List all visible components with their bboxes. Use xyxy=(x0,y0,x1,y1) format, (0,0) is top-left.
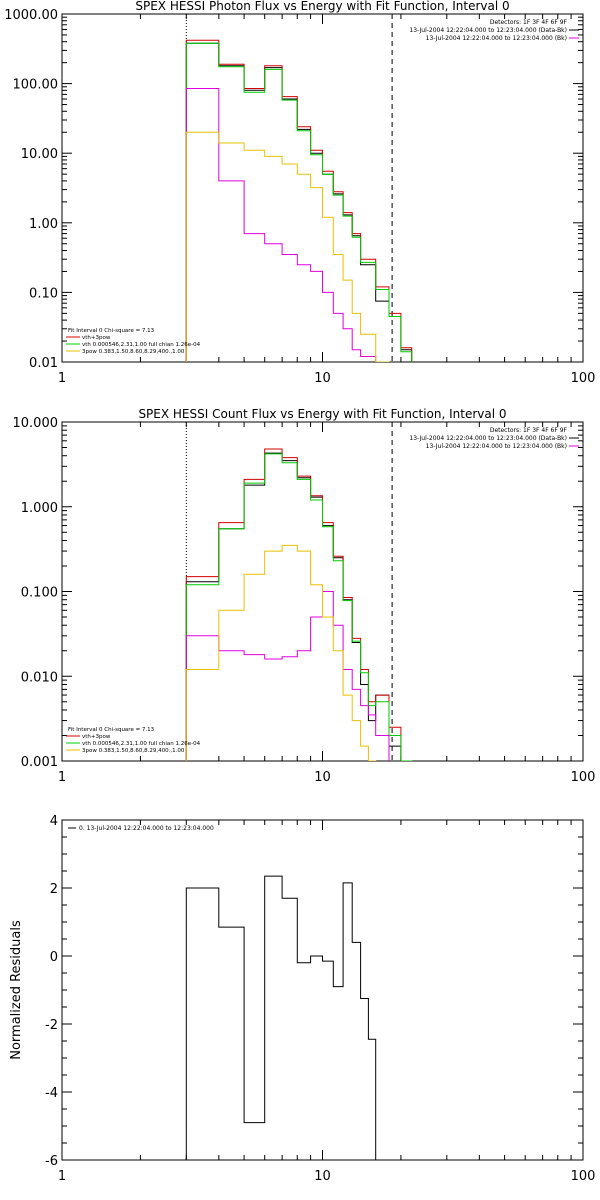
legend-text: 13-Jul-2004 12:22:04.000 to 12:23:04.000… xyxy=(409,435,567,442)
y-tick-label: 1.000 xyxy=(21,501,58,516)
count-flux-chart: SPEX HESSI Count Flux vs Energy with Fit… xyxy=(13,407,596,785)
y-tick-label: -6 xyxy=(45,1154,58,1169)
fit-legend-text: 3pow 0.383,1.50,8.60,8.29,400.,1.00 xyxy=(82,748,185,754)
legend-text: 13-Jul-2004 12:22:04.000 to 12:23:04.000… xyxy=(426,443,567,450)
x-tick-label: 1 xyxy=(58,770,66,785)
legend-text: Detectors: 1F 3F 4F 6F 9F xyxy=(490,427,568,434)
x-tick-label: 100 xyxy=(571,770,596,785)
x-tick-label: 10 xyxy=(314,770,331,785)
legend-text: 0. 13-Jul-2004 12:22:04.000 to 12:23:04.… xyxy=(79,825,214,832)
plot-frame xyxy=(61,819,584,1161)
y-tick-label: 10.000 xyxy=(13,416,59,431)
y-tick-label: 10.00 xyxy=(21,147,58,162)
y-tick-label: 4 xyxy=(50,814,58,829)
y-tick-label: 0.010 xyxy=(21,670,58,685)
y-tick-label: 100.00 xyxy=(13,78,59,93)
x-tick-label: 1 xyxy=(58,371,66,386)
y-tick-label: 2 xyxy=(50,882,58,897)
y-tick-label: 0.10 xyxy=(29,286,58,301)
residuals-chart: Normalized Residuals 1 10 100 -6 -4 -2 0 2 4 0. 13… xyxy=(9,814,595,1184)
legend-text: Detectors: 1F 3F 4F 6F 9F xyxy=(490,19,568,26)
series-black-histogram xyxy=(185,452,413,761)
series-red-histogram xyxy=(185,448,413,761)
x-tick-label: 1 xyxy=(58,1169,66,1184)
series-black-histogram xyxy=(185,42,413,362)
series-green-histogram xyxy=(185,42,413,362)
data-series-group xyxy=(185,448,413,761)
fit-legend-text: Fit Interval 0 Chi-square = 7.13 xyxy=(68,727,155,733)
x-tick-label: 100 xyxy=(571,1169,596,1184)
fit-legend-text: Fit Interval 0 Chi-square = 7.13 xyxy=(68,328,155,334)
y-tick-label: 0.001 xyxy=(21,755,58,770)
y-tick-label: -4 xyxy=(45,1086,58,1101)
y-tick-label: 0 xyxy=(50,950,58,965)
series-red-histogram xyxy=(185,39,413,362)
x-tick-label: 10 xyxy=(314,371,331,386)
series-magenta-histogram xyxy=(185,88,377,362)
legend-text: 13-Jul-2004 12:22:04.000 to 12:23:04.000… xyxy=(426,35,567,42)
x-tick-label: 100 xyxy=(571,371,596,386)
y-axis-label: Normalized Residuals xyxy=(9,920,24,1060)
data-series-group xyxy=(185,39,413,362)
chart-title: SPEX HESSI Count Flux vs Energy with Fit… xyxy=(138,407,506,421)
fit-legend-text: vth 0.000546,2.31,1.00 full chian 1.26e-… xyxy=(82,342,201,348)
chart-title: SPEX HESSI Photon Flux vs Energy with Fi… xyxy=(135,0,509,13)
fit-legend-text: 3pow 0.383,1.50,8.60,8.29,400.,1.00 xyxy=(82,349,185,355)
series-black-histogram xyxy=(185,875,390,1160)
photon-flux-chart: SPEX HESSI Photon Flux vs Energy with Fi… xyxy=(4,0,595,386)
legend-text: 13-Jul-2004 12:22:04.000 to 12:23:04.000… xyxy=(409,27,567,34)
data-series-group xyxy=(185,875,390,1160)
y-tick-label: 0.100 xyxy=(21,586,58,601)
fit-legend-text: vth+3pow xyxy=(82,734,111,740)
fit-legend-text: vth 0.000546,2.31,1.00 full chian 1.26e-… xyxy=(82,741,201,747)
y-tick-label: 1000.00 xyxy=(4,8,58,23)
y-tick-label: -2 xyxy=(45,1018,58,1033)
series-green-histogram xyxy=(185,453,413,761)
y-tick-label: 1.00 xyxy=(29,217,58,232)
x-tick-label: 10 xyxy=(314,1169,331,1184)
series-gold-histogram xyxy=(185,131,390,362)
series-gold-histogram xyxy=(185,544,377,761)
series-magenta-histogram xyxy=(185,591,390,761)
y-tick-label: 0.01 xyxy=(29,356,58,371)
fit-legend-text: vth+3pow xyxy=(82,335,111,341)
